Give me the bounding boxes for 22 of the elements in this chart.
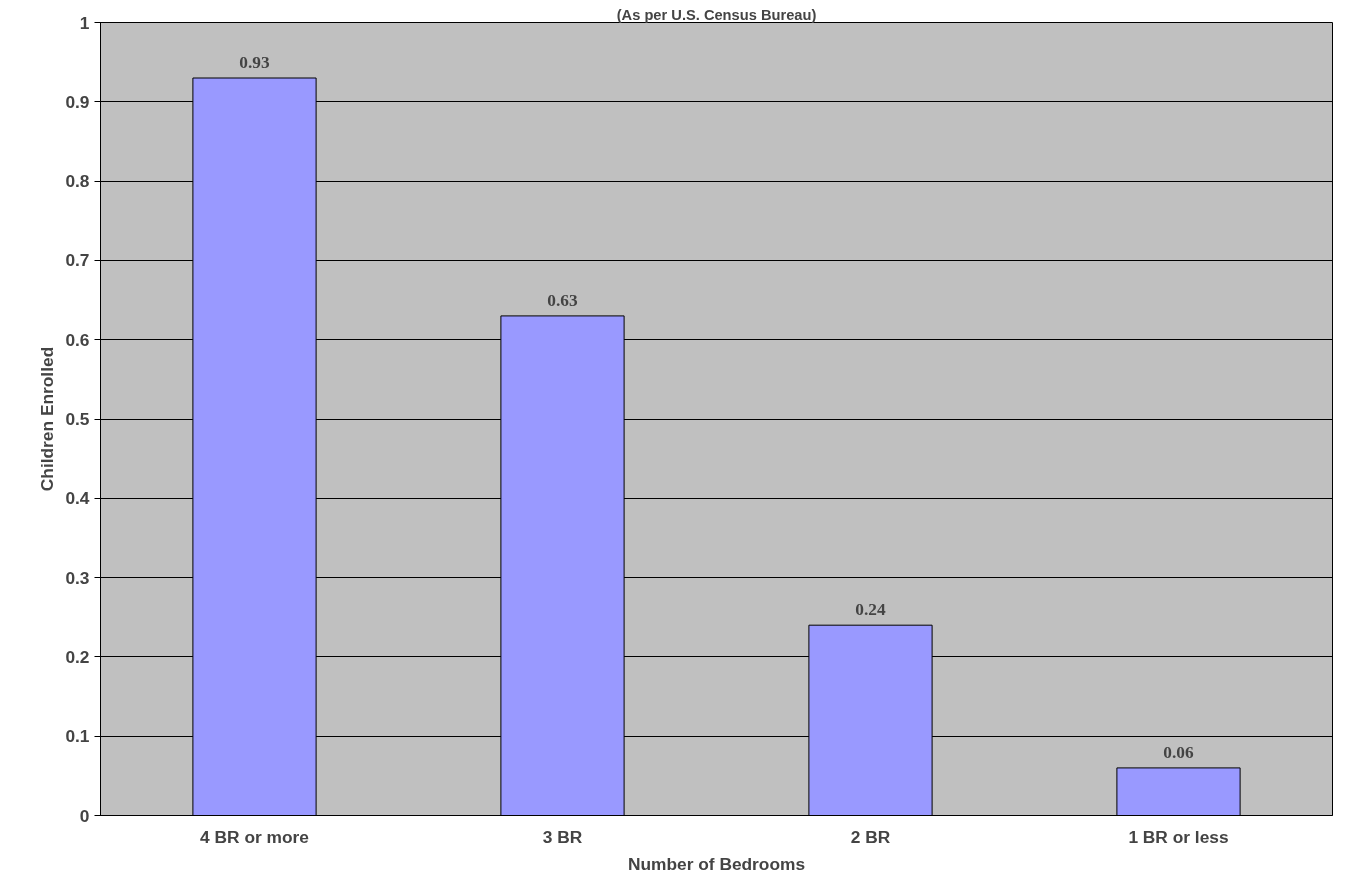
x-tick-label: 1 BR or less [1128,826,1229,847]
data-label: 0.06 [1163,742,1194,762]
x-tick-label: 4 BR or more [200,826,310,847]
y-tick-label: 0 [79,805,90,826]
y-tick-label: 1 [79,12,90,33]
y-tick-label: 0.3 [65,567,90,588]
y-tick-label: 0.4 [65,488,90,509]
y-tick-label: 0.1 [65,726,90,747]
y-axis-title: Children Enrolled [37,346,58,492]
x-tick-label: 2 BR [850,826,891,847]
y-tick-label: 0.9 [65,91,90,112]
data-label: 0.93 [239,53,270,73]
x-tick-label: 3 BR [542,826,583,847]
y-tick-label: 0.2 [65,646,90,667]
y-tick-label: 0.8 [65,171,90,192]
x-axis-title: Number of Bedrooms [627,853,806,874]
data-label: 0.24 [855,600,886,620]
y-tick-label: 0.5 [65,409,90,429]
chart-title: (As per U.S. Census Bureau) [616,6,817,23]
data-label: 0.63 [547,290,578,310]
y-tick-label: 0.6 [65,329,90,350]
y-tick-label: 0.7 [65,250,90,271]
